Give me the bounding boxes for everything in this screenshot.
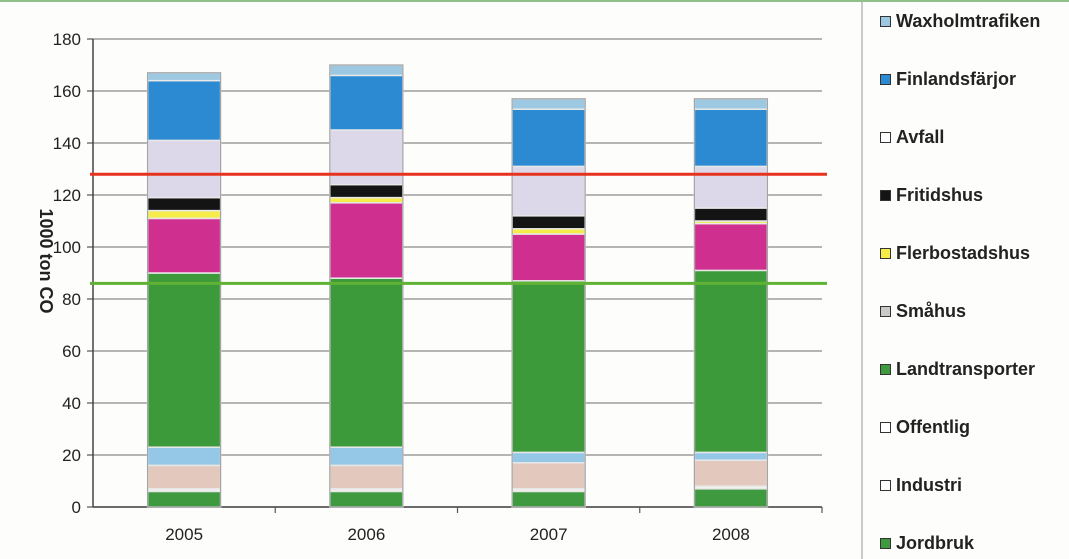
legend-item: Finlandsfärjor xyxy=(880,68,1016,90)
bar-segment xyxy=(511,462,586,490)
y-tick-label: 100 xyxy=(53,238,81,257)
legend-label: Jordbruk xyxy=(896,532,975,553)
y-tick-label: 160 xyxy=(53,82,81,101)
bar-segment xyxy=(329,202,404,279)
legend-item: Fritidshus xyxy=(880,184,983,206)
bar-segment xyxy=(693,98,769,110)
bar-segment xyxy=(329,464,404,490)
bar-outline xyxy=(329,64,404,508)
legend-item: Avfall xyxy=(880,126,944,148)
y-tick-label: 140 xyxy=(53,134,81,153)
y-tick-label: 20 xyxy=(62,446,81,465)
bar-segment xyxy=(693,459,769,487)
legend-divider xyxy=(861,2,863,559)
legend-label: Småhus xyxy=(896,300,967,321)
y-tick-label: 40 xyxy=(62,394,81,413)
bar-segment xyxy=(329,183,404,199)
y-tick-label: 60 xyxy=(62,342,81,361)
bar-segment xyxy=(329,446,404,467)
bar-segment xyxy=(511,490,586,508)
legend-square-icon xyxy=(880,247,891,259)
bar-segment xyxy=(146,196,222,212)
legend-label: Avfall xyxy=(896,126,945,147)
legend-square-icon xyxy=(880,305,891,317)
bar-segment xyxy=(329,277,404,448)
legend-square-icon xyxy=(880,73,891,85)
x-tick-label: 2005 xyxy=(165,525,203,544)
bar-segment xyxy=(329,74,404,131)
x-tick-label: 2008 xyxy=(712,525,750,544)
legend-item: Industri xyxy=(880,474,962,496)
y-tick-label: 80 xyxy=(62,290,81,309)
bar-segment xyxy=(329,196,404,204)
bar-segment xyxy=(146,79,222,142)
bar-segment xyxy=(146,464,222,490)
y-axis-label: 1000 ton CO xyxy=(36,208,56,313)
legend-square-icon xyxy=(880,131,891,143)
bar-segment xyxy=(693,165,769,209)
legend-label: Fritidshus xyxy=(896,184,984,205)
bar-segment xyxy=(329,64,404,77)
bar-segment xyxy=(693,222,769,272)
bar-segment xyxy=(511,233,586,282)
legend: Waxholmtrafiken Finlandsfärjor Avfall Friti… xyxy=(880,2,1069,559)
legend-square-icon xyxy=(880,189,891,201)
legend-label: Finlandsfärjor xyxy=(896,68,1017,89)
bar-segment xyxy=(146,446,222,467)
legend-label: Flerbostadshus xyxy=(896,242,1031,263)
bar-segment xyxy=(511,228,586,235)
bar-segment xyxy=(146,272,222,448)
bar-outline xyxy=(147,72,222,508)
legend-item: Jordbruk xyxy=(880,532,974,554)
bar-segment xyxy=(693,488,769,508)
bar-segment xyxy=(511,98,586,110)
bar-segment xyxy=(693,269,769,454)
legend-label: Landtransporter xyxy=(896,358,1036,379)
legend-item: Waxholmtrafiken xyxy=(880,10,1040,32)
bar-segment xyxy=(146,72,222,82)
legend-label: Waxholmtrafiken xyxy=(896,10,1041,31)
bar-outline xyxy=(693,98,768,508)
legend-item: Flerbostadshus xyxy=(880,242,1030,264)
x-tick-label: 2007 xyxy=(530,525,568,544)
bar-segment xyxy=(511,215,586,230)
y-tick-label: 0 xyxy=(72,498,81,517)
bar-segment xyxy=(511,451,586,464)
legend-item: Offentlig xyxy=(880,416,970,438)
legend-label: Industri xyxy=(896,474,962,495)
legend-item: Landtransporter xyxy=(880,358,1035,380)
bar-segment xyxy=(693,207,769,222)
bar-segment xyxy=(146,217,222,274)
bar-segment xyxy=(329,129,404,186)
bar-outline xyxy=(511,98,586,508)
legend-square-icon xyxy=(880,479,891,491)
legend-square-icon xyxy=(880,363,891,375)
legend-item: Småhus xyxy=(880,300,966,322)
bar-segment xyxy=(146,490,222,508)
y-tick-label: 120 xyxy=(53,186,81,205)
bar-segment xyxy=(693,451,769,461)
y-tick-label: 180 xyxy=(53,30,81,49)
bar-segment xyxy=(146,139,222,199)
bar-segment xyxy=(693,108,769,168)
stacked-bar-chart: 0 20 40 60 80 100 120 140 160 180 1000 ton CO 2005 2… xyxy=(36,30,827,544)
legend-square-icon xyxy=(880,15,891,27)
legend-square-icon xyxy=(880,421,891,433)
bar-segment xyxy=(146,209,222,220)
legend-label: Offentlig xyxy=(896,416,970,437)
bar-segment xyxy=(329,490,404,508)
legend-square-icon xyxy=(880,537,891,549)
bar-segment xyxy=(511,108,586,168)
x-tick-label: 2006 xyxy=(347,525,385,544)
bar-segment xyxy=(511,280,586,454)
